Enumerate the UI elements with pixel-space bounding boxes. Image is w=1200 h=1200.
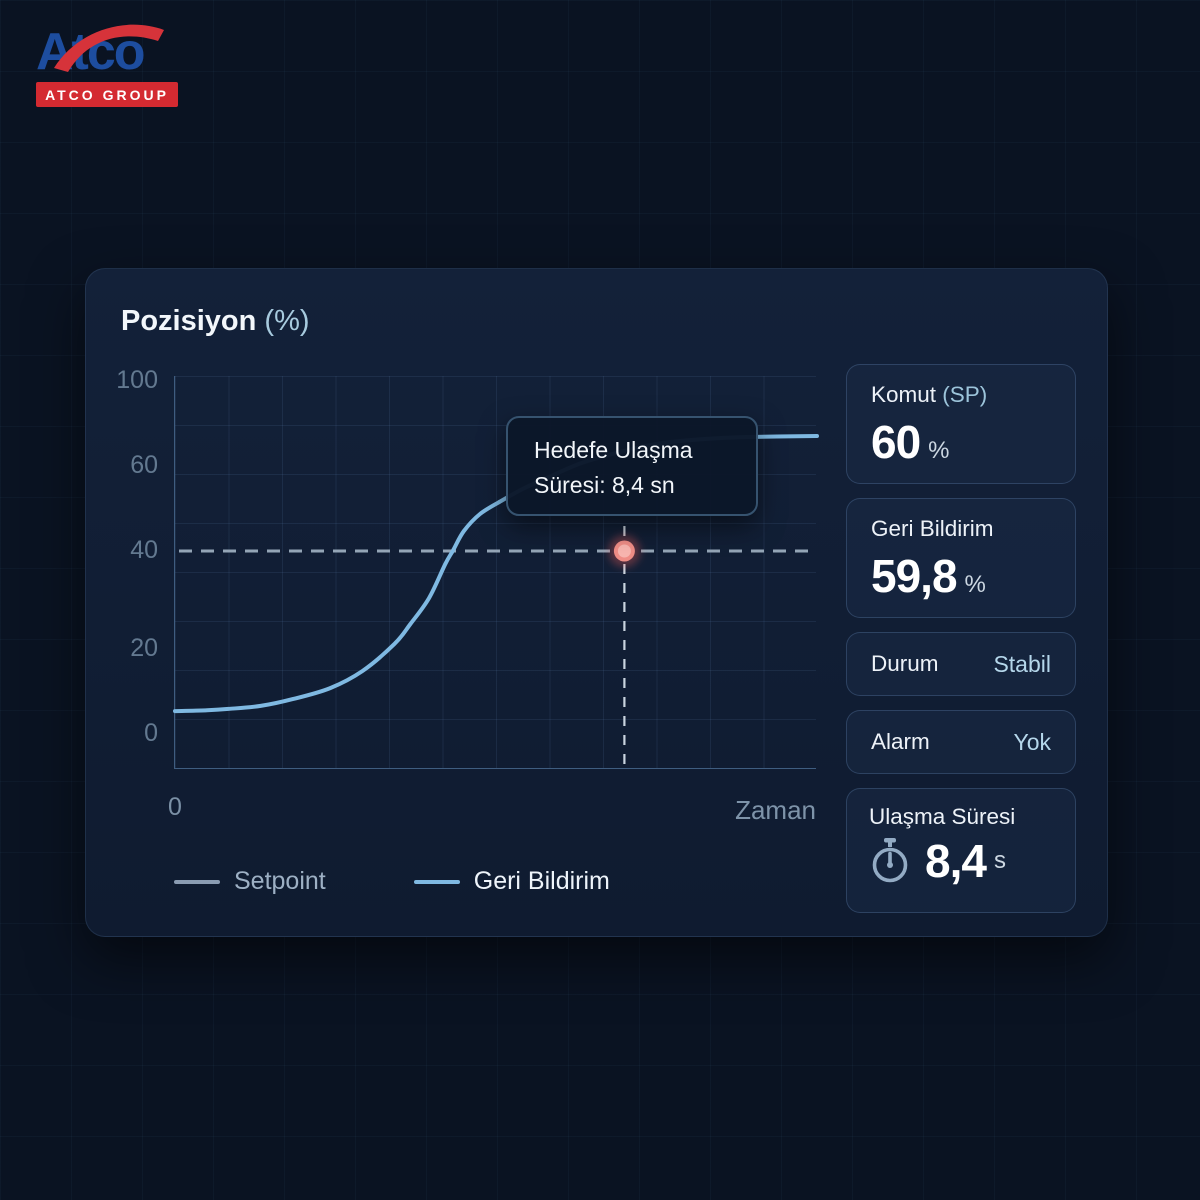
atco-group-banner: ATCO GROUP <box>36 82 178 107</box>
atco-logo: Atco ATCO GROUP <box>36 24 186 107</box>
card-feedback-value: 59,8 <box>871 550 958 602</box>
tooltip-line1: Hedefe Ulaşma <box>534 437 693 463</box>
y-tick-40: 40 <box>130 536 158 564</box>
card-komut-value: 60 <box>871 416 921 468</box>
card-reach-time-unit: s <box>993 847 1006 874</box>
feedback-line-swatch <box>413 879 460 884</box>
x-tick-zero: 0 <box>168 793 182 821</box>
legend-item-setpoint[interactable]: Setpoint <box>174 867 326 896</box>
card-komut-label: Komut (SP) <box>871 382 988 407</box>
alarm-badge: Yok <box>1013 728 1051 755</box>
reach-time-tooltip[interactable]: Hedefe Ulaşma Süresi: 8,4 sn <box>506 416 758 516</box>
x-axis-label: Zaman <box>735 795 816 825</box>
card-alarm: Alarm Yok <box>846 710 1076 774</box>
atco-wordmark: Atco <box>36 24 186 80</box>
panel-title-text: Pozisiyon <box>121 305 257 337</box>
card-komut-unit: % <box>928 437 950 464</box>
y-tick-0: 0 <box>144 719 158 747</box>
reach-time-marker[interactable] <box>608 535 641 567</box>
card-reach-time-value: 8,4 <box>925 835 987 887</box>
legend-label-feedback: Geri Bildirim <box>473 867 610 895</box>
tooltip-line2: Süresi: 8,4 sn <box>534 471 675 498</box>
card-status: Durum Stabil <box>846 632 1076 696</box>
panel-title: Pozisiyon (%) <box>121 305 310 338</box>
chart-legend: Setpoint Geri Bildirim <box>174 867 610 896</box>
card-feedback-label: Geri Bildirim <box>871 516 994 541</box>
y-tick-60: 60 <box>130 451 158 479</box>
panel-title-unit: (%) <box>264 305 310 337</box>
legend-item-feedback[interactable]: Geri Bildirim <box>413 867 610 896</box>
y-tick-100: 100 <box>116 366 158 394</box>
card-alarm-label: Alarm <box>871 729 930 754</box>
card-komut-sp: Komut (SP) 60 % <box>846 364 1076 484</box>
card-feedback: Geri Bildirim 59,8 % <box>846 498 1076 618</box>
card-feedback-unit: % <box>964 571 986 598</box>
card-reach-time: Ulaşma Süresi 8,4 s <box>846 788 1076 913</box>
kpi-cards-column: Komut (SP) 60 % Geri Bildirim 59,8 % Dur… <box>846 364 1076 913</box>
position-panel: Pozisiyon (%) 100 60 40 20 0 Hedefe Ulaş… <box>85 268 1108 937</box>
card-status-label: Durum <box>871 651 939 676</box>
status-badge: Stabil <box>993 650 1051 677</box>
card-reach-time-label: Ulaşma Süresi <box>869 804 1016 829</box>
setpoint-line-swatch <box>174 879 220 884</box>
stopwatch-icon <box>872 838 908 883</box>
atco-swoosh-icon <box>54 24 164 72</box>
y-tick-20: 20 <box>130 634 158 662</box>
atco-group-banner-text: ATCO GROUP <box>45 86 169 103</box>
legend-label-setpoint: Setpoint <box>234 867 326 895</box>
